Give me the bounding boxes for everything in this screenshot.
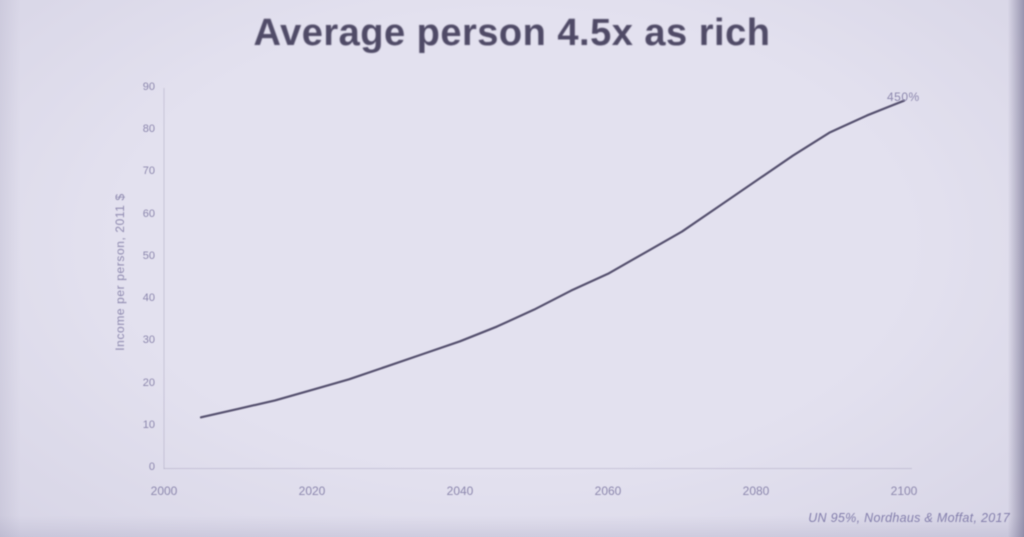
source-citation: UN 95%, Nordhaus & Moffat, 2017 <box>808 511 1010 525</box>
projection-line <box>199 99 906 419</box>
end-value-label: 450% <box>887 89 920 104</box>
